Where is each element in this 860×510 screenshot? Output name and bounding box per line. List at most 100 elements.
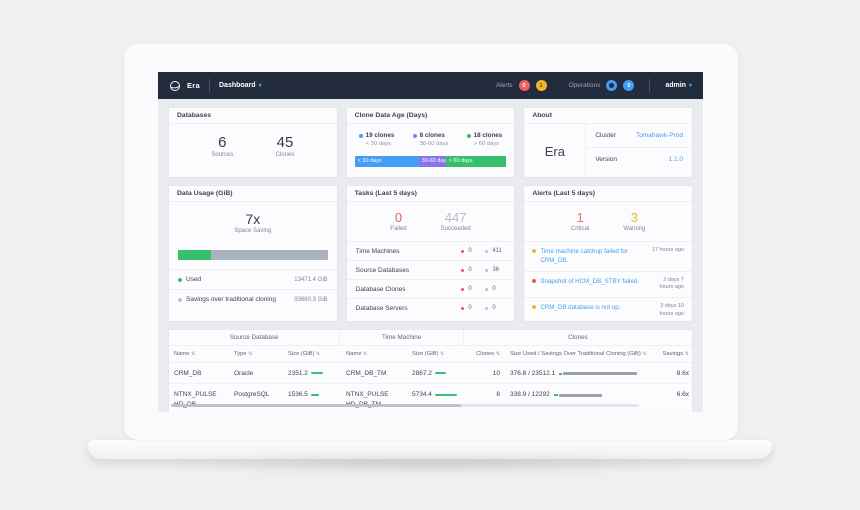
warning-stat: 3 Warning <box>623 210 646 232</box>
operations-count-badge[interactable]: 0 <box>623 80 635 91</box>
sources-stat: 6 Sources <box>211 134 234 158</box>
sort-icon: ⇅ <box>363 351 368 357</box>
about-brand: Era <box>524 124 587 177</box>
col-savings[interactable]: Savings ⇅ <box>662 351 689 357</box>
table-row[interactable]: CRM_DB Oracle 2351.2 CRM_DB_TM 2867.2 10… <box>169 363 692 385</box>
sort-icon: ⇅ <box>684 351 689 357</box>
chevron-down-icon: ▾ <box>258 83 262 89</box>
usage-bar <box>178 250 328 260</box>
red-dot-icon <box>461 306 465 310</box>
tasks-title: Tasks (Last 5 days) <box>346 186 515 202</box>
legend-under-30: 19 clones < 30 days <box>358 132 394 147</box>
era-logo-icon[interactable] <box>169 80 181 92</box>
databases-table: Source Database Time Machine Clones Name… <box>168 329 693 412</box>
alerts-panel: Alerts (Last 5 days) 1 Critical 3 Warnin… <box>523 185 693 322</box>
scrollbar-thumb[interactable] <box>171 404 462 407</box>
savings-bar <box>559 372 638 376</box>
dashboard-menu-label: Dashboard <box>219 82 256 89</box>
group-source-database: Source Database <box>169 330 341 345</box>
col-source-size[interactable]: Size (GiB) ⇅ <box>288 351 321 357</box>
critical-dot-icon <box>532 278 537 283</box>
legend-over-60: 18 clones > 60 days <box>466 132 502 147</box>
purple-dot-icon <box>412 134 417 138</box>
bar-segment-under-30: < 30 days <box>354 156 419 167</box>
task-row: Source Databases 0 36 <box>346 260 515 279</box>
sort-icon: ⇅ <box>642 351 647 357</box>
sort-icon: ⇅ <box>440 351 445 357</box>
nav-divider <box>649 79 651 92</box>
operations-nav-label[interactable]: Operations <box>568 82 601 89</box>
space-saving-multiplier: 7x <box>245 211 261 227</box>
green-dot-icon <box>466 134 471 138</box>
version-link[interactable]: 1.1.0 <box>668 156 683 163</box>
alerts-nav-label[interactable]: Alerts <box>495 82 513 89</box>
gray-dot-icon <box>485 306 489 310</box>
clone-age-title: Clone Data Age (Days) <box>346 108 515 124</box>
col-tm-name[interactable]: Name ⇅ <box>346 351 368 357</box>
group-clones: Clones <box>568 334 588 341</box>
dashboard-menu[interactable]: Dashboard ▾ <box>219 82 262 89</box>
warning-dot-icon <box>532 249 537 253</box>
alerts-critical-badge[interactable]: 0 <box>518 80 530 91</box>
task-row: Time Machines 0 411 <box>346 241 515 260</box>
red-dot-icon <box>461 287 465 291</box>
savings-bar <box>553 393 632 397</box>
databases-panel: Databases 6 Sources 45 Clones <box>168 107 338 178</box>
task-row: Database Clones 0 0 <box>346 279 515 298</box>
col-size-used[interactable]: Size Used / Savings Over Traditional Clo… <box>510 351 647 357</box>
gray-dot-icon <box>485 268 489 272</box>
data-usage-title: Data Usage (GiB) <box>169 186 337 202</box>
laptop-shadow <box>150 455 710 473</box>
alert-link[interactable]: Time machine catchup failed for CRM_DB. <box>540 248 628 265</box>
bar-segment-30-60: 30-60 days <box>418 156 446 167</box>
alerts-title: Alerts (Last 5 days) <box>524 186 692 202</box>
group-time-machine: Time Machine <box>340 330 464 345</box>
usage-bar-used <box>178 250 211 260</box>
sort-icon: ⇅ <box>316 351 321 357</box>
about-panel: About Era Cluster Tomahawk-Prod Version … <box>523 107 693 178</box>
brand-name[interactable]: Era <box>187 81 200 90</box>
clones-stat: 45 Clones <box>275 134 295 158</box>
version-row: Version 1.1.0 <box>586 147 692 171</box>
blue-dot-icon <box>358 134 363 138</box>
alert-link[interactable]: CRM_DB database is not up. <box>540 303 621 311</box>
alert-item: Time machine catchup failed for CRM_DB. … <box>524 241 692 271</box>
legend-30-60: 8 clones 30-60 days <box>412 132 448 147</box>
operations-progress-icon[interactable] <box>606 80 618 91</box>
gray-dot-icon <box>485 287 489 291</box>
gray-dot-icon <box>178 297 182 302</box>
task-row: Database Servers 0 0 <box>346 298 515 317</box>
about-title: About <box>524 108 692 124</box>
top-nav: Era Dashboard ▾ Alerts 0 1 Operations 0 … <box>158 72 703 99</box>
warning-dot-icon <box>532 304 537 309</box>
succeeded-stat: 447 Succeeded <box>440 210 471 232</box>
laptop-screen: Era Dashboard ▾ Alerts 0 1 Operations 0 … <box>158 72 703 412</box>
alert-item: Snapshot of HCM_DB_STBY failed. 2 days 7… <box>524 270 692 297</box>
bar-segment-over-60: > 60 days <box>445 156 507 167</box>
red-dot-icon <box>461 249 465 253</box>
databases-title: Databases <box>169 108 337 124</box>
col-type[interactable]: Type ⇅ <box>234 351 253 357</box>
savings-row: Savings over traditional cloning 93660.3… <box>169 289 337 309</box>
green-dot-icon <box>178 277 182 282</box>
sort-icon: ⇅ <box>191 351 196 357</box>
table-row[interactable]: NTNX_PULSE HD_DB PostgreSQL 1536.5 NTNX_… <box>169 384 692 412</box>
tasks-panel: Tasks (Last 5 days) 0 Failed 447 Succeed… <box>345 185 516 322</box>
red-dot-icon <box>461 268 465 272</box>
horizontal-scrollbar[interactable] <box>171 404 639 407</box>
col-source-name[interactable]: Name ⇅ <box>174 351 196 357</box>
gray-dot-icon <box>485 249 489 253</box>
data-usage-panel: Data Usage (GiB) 7x Space Saving Used 13… <box>168 185 338 322</box>
alert-link[interactable]: Snapshot of HCM_DB_STBY failed. <box>540 277 639 285</box>
cluster-link[interactable]: Tomahawk-Prod <box>636 132 683 139</box>
alert-item: CRM_DB database is not up. 3 days 10 hou… <box>524 296 692 321</box>
user-menu[interactable]: admin ▾ <box>665 82 692 89</box>
user-name: admin <box>665 82 686 89</box>
used-row: Used 13471.4 GiB <box>169 269 337 289</box>
chevron-down-icon: ▾ <box>688 83 692 89</box>
alerts-warning-badge[interactable]: 1 <box>535 80 547 91</box>
col-clones[interactable]: Clones ⇅ <box>476 351 500 357</box>
col-tm-size[interactable]: Size (GiB) ⇅ <box>412 351 445 357</box>
clone-age-stacked-bar: < 30 days 30-60 days > 60 days <box>354 156 507 167</box>
sort-icon: ⇅ <box>248 351 253 357</box>
